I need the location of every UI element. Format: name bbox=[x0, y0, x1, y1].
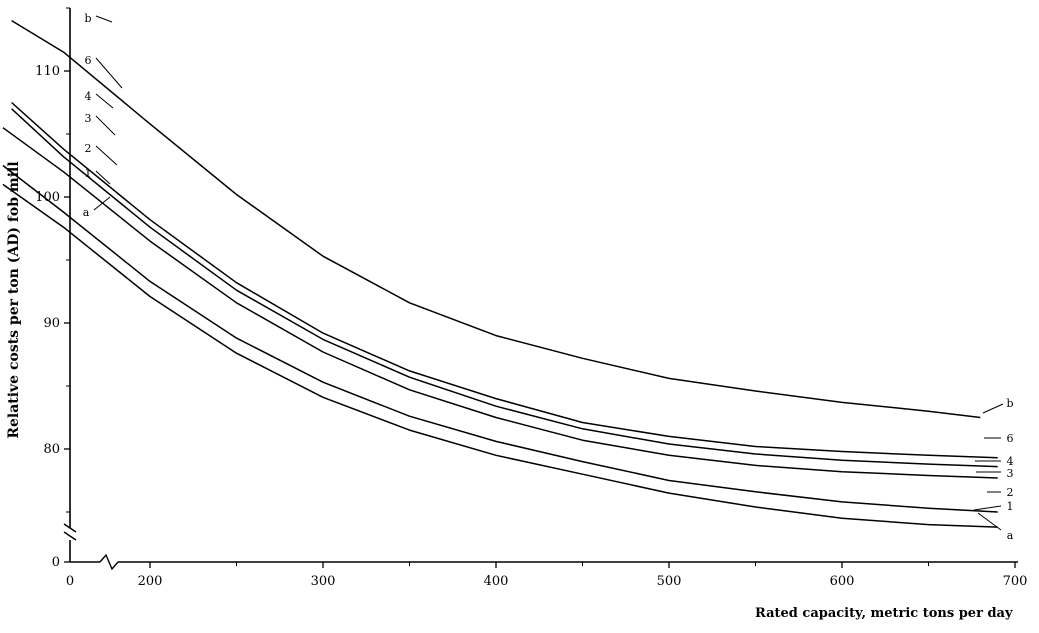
leader-line-left bbox=[95, 93, 114, 109]
series-key-left-2: 2 bbox=[85, 142, 92, 155]
series-key-right-4: 4 bbox=[1007, 455, 1014, 468]
series-line-3 bbox=[11, 108, 998, 468]
y-tick-label: 100 bbox=[35, 190, 60, 205]
series-key-right-b: b bbox=[1006, 397, 1013, 410]
series-key-left-3: 3 bbox=[85, 112, 92, 125]
series-line-1 bbox=[2, 164, 998, 513]
series-line-b bbox=[11, 19, 981, 419]
x-tick-label: 600 bbox=[830, 574, 855, 589]
leader-line-left bbox=[95, 57, 123, 89]
series-key-right-3: 3 bbox=[1007, 467, 1014, 480]
series-line-4 bbox=[11, 101, 998, 459]
x-tick-label: 200 bbox=[138, 574, 163, 589]
leader-line-right bbox=[982, 403, 1004, 414]
series-line-2 bbox=[2, 127, 998, 479]
leader-line-left bbox=[93, 196, 111, 211]
leader-line-right bbox=[973, 505, 1002, 511]
leader-line-left bbox=[95, 170, 111, 185]
tick-marks: 0 80 90 100 110 0 200 300 400 500 600 700 bbox=[35, 7, 1028, 589]
axes bbox=[63, 8, 1018, 571]
series-key-right-1: 1 bbox=[1007, 500, 1014, 513]
y-tick-label: 110 bbox=[35, 64, 60, 79]
series-line-a bbox=[2, 183, 998, 528]
y-tick-label: 90 bbox=[43, 316, 60, 331]
y-tick-label: 0 bbox=[52, 555, 60, 570]
series-key-right-2: 2 bbox=[1007, 486, 1014, 499]
series-key-left-6: 6 bbox=[85, 54, 92, 67]
x-tick-label: 400 bbox=[484, 574, 509, 589]
x-axis-title: Rated capacity, metric tons per day bbox=[755, 606, 1013, 621]
y-tick-label: 80 bbox=[43, 442, 60, 457]
x-tick-label: 0 bbox=[66, 574, 74, 589]
series-key-left-a: a bbox=[83, 206, 90, 219]
series-group bbox=[2, 19, 998, 528]
series-key-left-b: b bbox=[84, 12, 91, 25]
y-axis-break bbox=[63, 523, 77, 541]
series-key-right-a: a bbox=[1007, 529, 1014, 542]
x-tick-label: 700 bbox=[1003, 574, 1028, 589]
leader-line-left bbox=[95, 15, 113, 23]
x-tick-label: 500 bbox=[657, 574, 682, 589]
y-axis-title: Relative costs per ton (AD) fob mill bbox=[6, 161, 22, 439]
series-key-left-4: 4 bbox=[85, 90, 92, 103]
leader-line-left bbox=[95, 145, 118, 166]
series-key-left-1: 1 bbox=[85, 167, 92, 180]
x-axis-break bbox=[99, 553, 119, 571]
leader-line-right bbox=[977, 512, 1002, 531]
leader-line-left bbox=[95, 115, 116, 136]
series-key-right-6: 6 bbox=[1007, 432, 1014, 445]
x-tick-label: 300 bbox=[311, 574, 336, 589]
